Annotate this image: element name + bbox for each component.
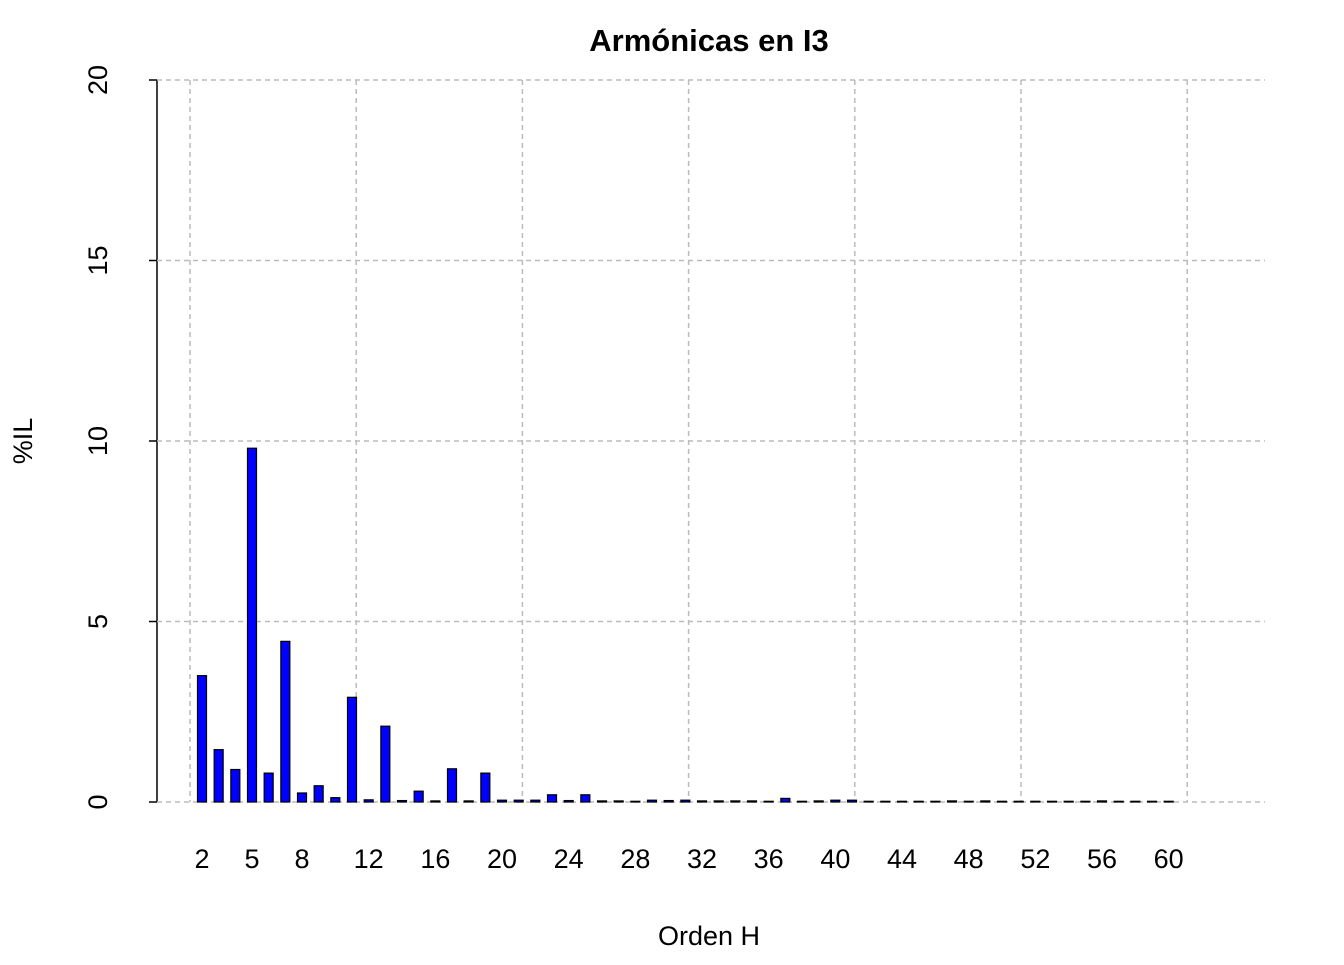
y-tick-label: 5	[83, 614, 113, 629]
bar	[1113, 800, 1124, 803]
y-tick-label: 0	[83, 794, 113, 809]
x-axis-label: Orden H	[658, 921, 760, 951]
bar	[946, 800, 958, 803]
bar	[513, 799, 524, 803]
bar	[663, 799, 674, 803]
x-tick-label: 52	[1020, 844, 1050, 874]
bar	[580, 794, 591, 803]
x-tick-label: 5	[244, 844, 259, 874]
bar	[680, 799, 691, 803]
bar	[846, 799, 858, 803]
bar	[230, 768, 241, 803]
x-tick-label: 20	[487, 844, 517, 874]
bar	[1063, 800, 1074, 803]
x-tick-label: 24	[554, 844, 584, 874]
x-tick-label: 48	[954, 844, 984, 874]
bar	[896, 800, 908, 803]
bar	[996, 800, 1008, 803]
bar	[396, 799, 408, 803]
y-axis-label: %IL	[8, 418, 38, 465]
bar	[1046, 800, 1058, 803]
bar	[796, 800, 808, 803]
bar	[430, 800, 441, 803]
y-tick-label: 15	[83, 245, 113, 275]
bar	[196, 675, 208, 803]
bar	[496, 799, 508, 803]
bar	[613, 800, 624, 803]
bar	[563, 799, 574, 803]
bar	[380, 725, 391, 803]
bar	[980, 800, 991, 803]
bar	[296, 792, 308, 803]
bar	[646, 799, 658, 803]
bar	[280, 640, 291, 803]
bar	[930, 800, 941, 803]
bar	[880, 800, 891, 803]
bar	[330, 797, 341, 803]
x-tick-label: 56	[1087, 844, 1117, 874]
bar	[1013, 800, 1024, 803]
x-tick-label: 2	[194, 844, 209, 874]
bar	[313, 785, 324, 803]
bar	[1080, 800, 1091, 803]
bar	[413, 790, 424, 803]
bar	[346, 696, 358, 803]
bar	[780, 797, 791, 803]
bar	[480, 772, 491, 803]
bar	[596, 800, 608, 803]
x-tick-label: 40	[820, 844, 850, 874]
bar	[1130, 800, 1141, 803]
bar	[730, 800, 741, 803]
bar	[763, 800, 774, 803]
bar	[1096, 800, 1108, 803]
bar	[1030, 800, 1041, 803]
x-tick-label: 8	[294, 844, 309, 874]
bar	[863, 800, 874, 803]
bar	[463, 800, 474, 803]
y-tick-label: 20	[83, 65, 113, 95]
bar	[746, 800, 758, 803]
bar	[713, 800, 724, 803]
bar	[446, 768, 458, 803]
x-tick-label: 60	[1154, 844, 1184, 874]
bar	[1146, 800, 1158, 803]
x-tick-label: 28	[620, 844, 650, 874]
bar	[546, 794, 558, 803]
x-tick-label: 12	[354, 844, 384, 874]
bar	[246, 447, 258, 803]
bar	[913, 800, 924, 803]
bar	[696, 800, 708, 803]
x-tick-label: 44	[887, 844, 917, 874]
bar	[813, 800, 824, 803]
bar	[963, 800, 974, 803]
bar	[263, 772, 274, 803]
x-tick-label: 36	[754, 844, 784, 874]
bar	[1163, 800, 1174, 803]
x-tick-label: 32	[687, 844, 717, 874]
y-tick-label: 10	[83, 426, 113, 456]
bar	[530, 799, 541, 803]
chart-title: Armónicas en I3	[589, 23, 828, 58]
bar	[630, 800, 641, 803]
bar	[363, 799, 374, 803]
x-tick-label: 16	[420, 844, 450, 874]
bar	[830, 799, 841, 803]
bar	[213, 749, 224, 803]
